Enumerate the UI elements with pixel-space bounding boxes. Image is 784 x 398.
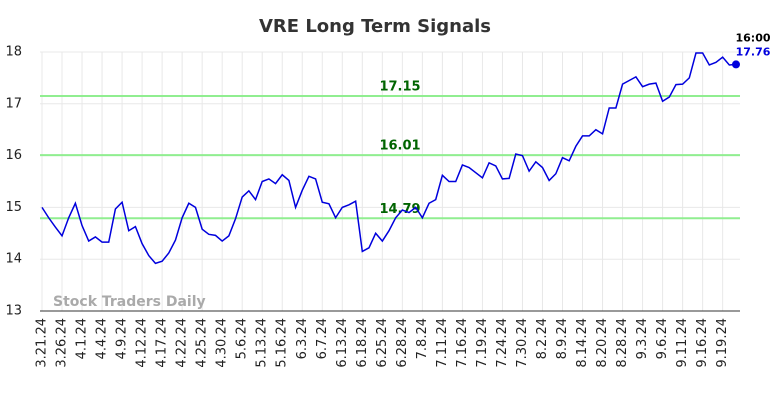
x-tick-label: 4.1.24 <box>75 318 90 359</box>
x-tick-label: 6.25.24 <box>375 318 390 368</box>
x-tick-label: 4.4.24 <box>95 318 110 359</box>
x-tick-label: 3.26.24 <box>55 318 70 368</box>
watermark: Stock Traders Daily <box>53 294 206 310</box>
last-time-label: 16:00 <box>735 31 770 44</box>
x-tick-label: 5.16.24 <box>275 318 290 368</box>
x-tick-label: 6.7.24 <box>315 318 330 359</box>
x-tick-label: 8.28.24 <box>615 318 630 368</box>
x-tick-label: 8.9.24 <box>555 318 570 359</box>
x-tick-label: 9.3.24 <box>635 318 650 359</box>
y-tick-label: 15 <box>5 200 22 215</box>
x-tick-label: 8.2.24 <box>535 318 550 359</box>
x-tick-label: 9.11.24 <box>675 318 690 368</box>
x-tick-label: 7.8.24 <box>415 318 430 359</box>
y-tick-label: 16 <box>5 148 22 163</box>
x-tick-label: 3.21.24 <box>35 318 50 368</box>
x-tick-label: 8.14.24 <box>575 318 590 368</box>
x-tick-label: 4.25.24 <box>195 318 210 368</box>
signal-label: 14.79 <box>379 202 420 217</box>
chart-title: VRE Long Term Signals <box>259 16 491 37</box>
x-tick-label: 5.13.24 <box>255 318 270 368</box>
y-tick-label: 18 <box>5 45 22 60</box>
x-tick-label: 6.3.24 <box>295 318 310 359</box>
x-tick-label: 4.30.24 <box>215 318 230 368</box>
signal-label: 17.15 <box>379 80 420 95</box>
x-tick-label: 4.12.24 <box>135 318 150 368</box>
x-tick-label: 7.24.24 <box>495 318 510 368</box>
last-point <box>732 60 740 69</box>
x-tick-label: 5.6.24 <box>235 318 250 359</box>
price-line <box>41 52 737 265</box>
x-tick-label: 9.16.24 <box>695 318 710 368</box>
x-tick-label: 7.11.24 <box>435 318 450 368</box>
signal-label: 16.01 <box>379 139 420 154</box>
last-value-label: 17.76 <box>736 45 771 58</box>
x-tick-label: 6.13.24 <box>335 318 350 368</box>
x-tick-label: 4.9.24 <box>115 318 130 359</box>
x-tick-label: 8.20.24 <box>595 318 610 368</box>
x-tick-label: 6.18.24 <box>355 318 370 368</box>
x-tick-label: 9.6.24 <box>655 318 670 359</box>
y-tick-label: 14 <box>5 252 22 267</box>
x-tick-label: 6.28.24 <box>395 318 410 368</box>
x-tick-label: 9.19.24 <box>715 318 730 368</box>
x-tick-label: 7.16.24 <box>455 318 470 368</box>
x-tick-label: 7.30.24 <box>515 318 530 368</box>
x-tick-label: 7.19.24 <box>475 318 490 368</box>
x-tick-label: 4.17.24 <box>155 318 170 368</box>
y-tick-label: 17 <box>5 96 22 111</box>
y-tick-label: 13 <box>5 304 22 319</box>
x-tick-label: 4.22.24 <box>175 318 190 368</box>
